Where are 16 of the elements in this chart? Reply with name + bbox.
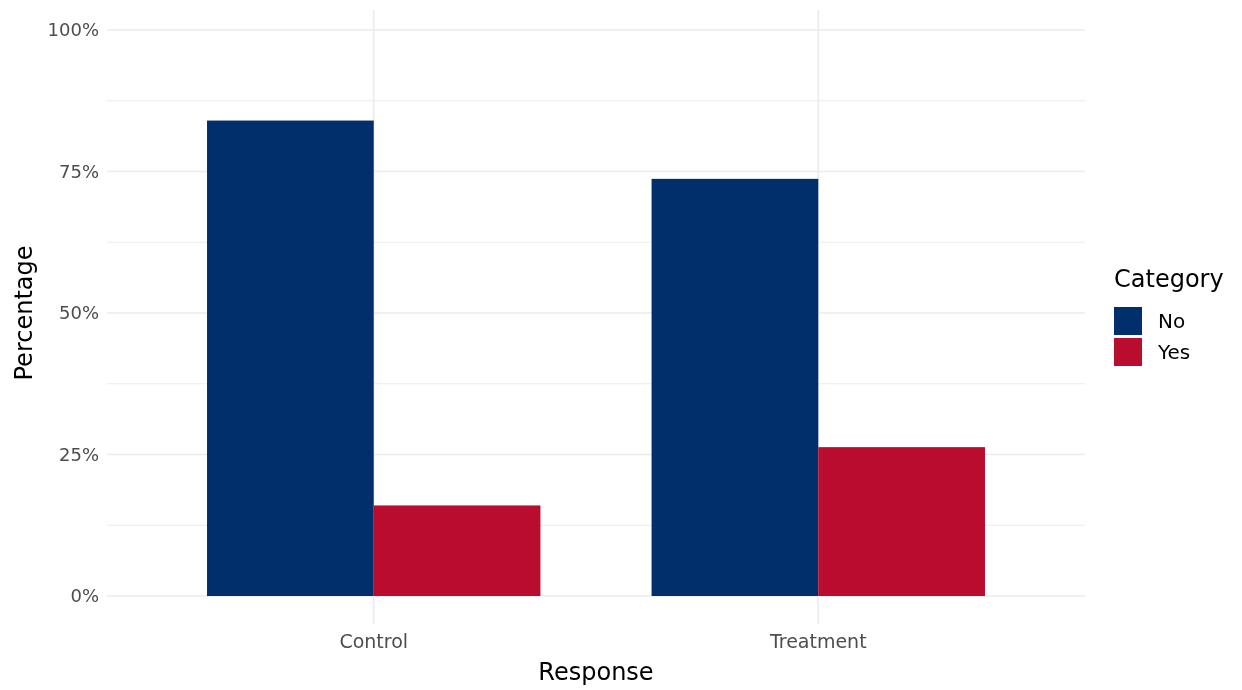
- y-tick-label: 75%: [58, 160, 99, 182]
- legend-title: Category: [1114, 265, 1224, 293]
- legend-label: Yes: [1157, 340, 1191, 364]
- y-axis-title: Percentage: [10, 245, 38, 381]
- bar: [373, 505, 541, 596]
- x-tick-label: Control: [339, 630, 409, 652]
- bar: [818, 447, 985, 596]
- bar: [651, 178, 819, 596]
- legend-label: No: [1158, 309, 1186, 333]
- x-axis-title: Response: [538, 658, 654, 686]
- y-tick-label: 50%: [58, 302, 99, 324]
- y-tick-label: 25%: [58, 443, 99, 465]
- y-tick-label: 0%: [70, 585, 99, 607]
- x-tick-label: Treatment: [768, 630, 867, 652]
- bar: [207, 120, 374, 596]
- y-tick-label: 100%: [47, 19, 99, 41]
